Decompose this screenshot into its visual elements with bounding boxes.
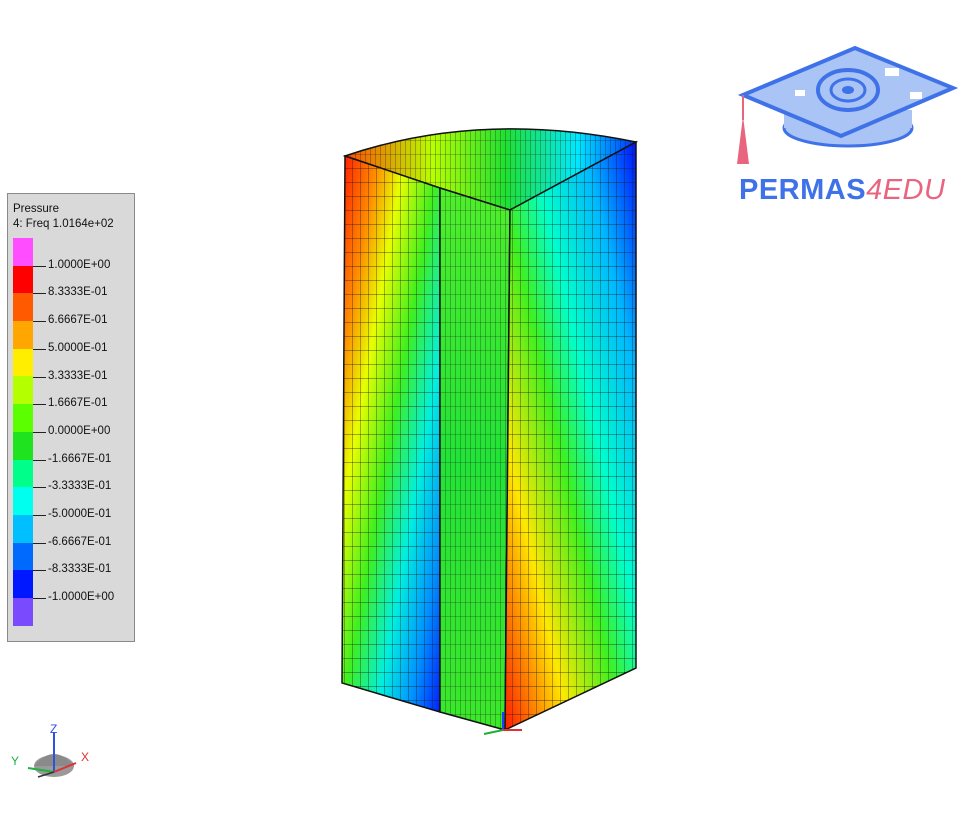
legend-label: -1.0000E+00 xyxy=(48,591,115,604)
permas4edu-logo: PERMAS4EDU xyxy=(735,40,965,210)
legend-swatch xyxy=(13,293,33,322)
legend-swatch xyxy=(13,514,33,543)
axis-x-label: X xyxy=(81,750,90,764)
legend-tick xyxy=(33,376,46,378)
legend-label: 5.0000E-01 xyxy=(48,341,108,354)
legend-label: 3.3333E-01 xyxy=(48,369,108,382)
legend-title: Pressure 4: Freq 1.0164e+02 xyxy=(13,202,114,232)
legend-tick xyxy=(33,348,46,350)
legend-label: -8.3333E-01 xyxy=(48,563,112,576)
legend-tick xyxy=(33,459,46,461)
quarter-cylinder-mesh xyxy=(341,128,639,735)
legend-label: 0.0000E+00 xyxy=(48,424,111,437)
brand-text: PERMAS4EDU xyxy=(739,174,946,206)
legend-tick xyxy=(33,404,46,406)
legend-swatch xyxy=(13,570,33,598)
legend-frequency: 4: Freq 1.0164e+02 xyxy=(13,218,114,230)
legend-swatch xyxy=(13,321,33,349)
legend-label: 1.0000E+00 xyxy=(48,258,111,271)
legend-swatch xyxy=(13,431,33,460)
legend-color-bar xyxy=(13,238,33,626)
legend-swatch xyxy=(13,238,33,266)
legend-label: 1.6667E-01 xyxy=(48,397,108,410)
legend-tick xyxy=(33,542,46,544)
legend-quantity: Pressure xyxy=(13,203,60,215)
legend-tick xyxy=(33,321,46,323)
legend-label: 6.6667E-01 xyxy=(48,314,108,327)
axis-triad[interactable]: Z Y X xyxy=(8,722,98,792)
legend-tick xyxy=(33,265,46,267)
legend-tick xyxy=(33,431,46,433)
legend-label: -1.6667E-01 xyxy=(48,452,112,465)
legend-swatch xyxy=(13,265,33,294)
legend-swatch xyxy=(13,404,33,432)
axis-triad-icon xyxy=(27,732,77,778)
legend-label: -3.3333E-01 xyxy=(48,480,112,493)
legend-swatch xyxy=(13,542,33,571)
legend-tick xyxy=(33,487,46,489)
legend-swatch xyxy=(13,459,33,488)
legend-swatch xyxy=(13,487,33,515)
graduation-cap-icon xyxy=(737,45,959,164)
legend-tick xyxy=(33,570,46,572)
legend-tick xyxy=(33,515,46,516)
legend-swatch xyxy=(13,597,33,626)
legend-swatch xyxy=(13,348,33,377)
legend-tick xyxy=(33,293,46,295)
axis-z-label: Z xyxy=(50,722,58,736)
legend-label: -6.6667E-01 xyxy=(48,535,112,548)
legend-label: 8.3333E-01 xyxy=(48,286,108,299)
legend-label: -5.0000E-01 xyxy=(48,508,112,520)
axis-y-label: Y xyxy=(11,754,20,768)
legend-swatch xyxy=(13,376,33,405)
color-legend: Pressure 4: Freq 1.0164e+02 1.0000E+00 8.… xyxy=(7,193,135,642)
legend-tick xyxy=(33,598,46,600)
